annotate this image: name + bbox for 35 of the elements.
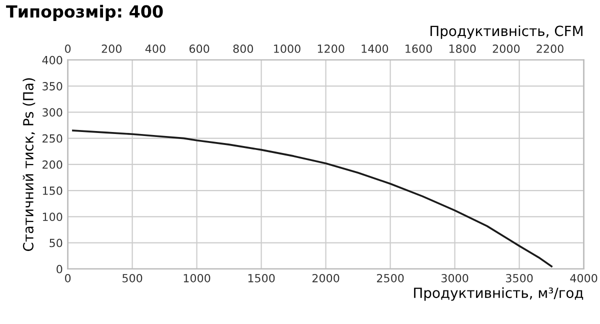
y-tick-label: 400 [42,56,62,64]
x2-tick-label: 1400 [362,44,388,53]
x-tick-label: 2500 [376,274,404,282]
y-tick-label: 250 [42,134,62,143]
x-tick-label: 3500 [506,274,533,282]
x2-tick-label: 1800 [449,44,476,53]
x-tick-label: 1500 [248,274,275,282]
x2-tick-label: 800 [233,44,254,53]
x-tick-label: 4000 [570,274,598,282]
x2-tick-label: 2200 [536,44,564,53]
y-tick-label: 350 [42,82,62,90]
x2-tick-label: 1600 [406,44,432,53]
y-tick-label: 150 [42,186,62,195]
y-tick-label: 0 [56,264,62,274]
chart-title: Типорозмір: 400 [6,4,163,21]
x2-tick-label: 600 [189,44,210,53]
x-tick-label: 1000 [184,274,210,282]
y-tick-label: 100 [42,212,62,222]
x2-tick-label: 400 [145,44,166,53]
y-tick-label: 300 [42,108,62,117]
x2-tick-label: 1000 [274,44,300,53]
y-tick-label: 200 [42,160,62,169]
x-tick-label: 3000 [442,274,468,282]
x-tick-label: 0 [65,274,71,282]
line-series [72,130,552,268]
x-axis-title: Продуктивність, м³/год [414,287,584,301]
x2-tick-label: 0 [65,44,71,53]
x-tick-label: 500 [122,274,142,282]
y-tick-label: 50 [50,238,62,248]
x2-tick-label: 200 [102,44,122,53]
y-axis-title: Статичний тиск, Ps (Па) [22,78,36,252]
x2-tick-label: 1200 [318,44,344,53]
x2-axis-title: Продуктивність, CFM [430,25,582,39]
x2-tick-label: 2000 [492,44,520,53]
x-tick-label: 2000 [312,274,340,282]
